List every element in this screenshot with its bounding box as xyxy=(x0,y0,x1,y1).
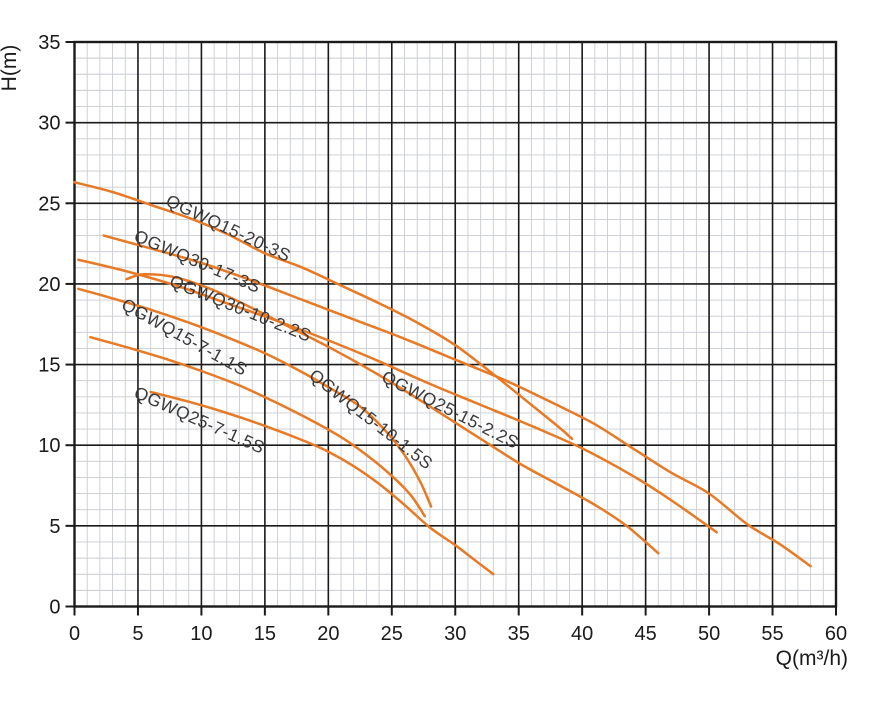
y-tick-label: 20 xyxy=(38,274,60,296)
x-tick-label: 40 xyxy=(571,623,593,645)
y-tick-label: 10 xyxy=(38,435,60,457)
curve-QGWQ15-20-3S xyxy=(73,181,574,441)
x-axis-label: Q(m³/h) xyxy=(776,647,848,670)
x-tick-label: 30 xyxy=(444,623,466,645)
x-tick-label: 20 xyxy=(317,623,339,645)
x-tick-label: 45 xyxy=(635,623,657,645)
y-tick-label: 15 xyxy=(38,355,60,377)
x-tick-label: 0 xyxy=(69,623,80,645)
y-tick-label: 30 xyxy=(38,113,60,135)
y-tick-label: 25 xyxy=(38,193,60,215)
x-tick-label: 55 xyxy=(761,623,783,645)
curve-QGWQ30-10-2.2S xyxy=(77,258,718,534)
x-tick-label: 35 xyxy=(508,623,530,645)
x-tick-label: 50 xyxy=(698,623,720,645)
curve-QGWQ15-10-1.5S xyxy=(149,390,495,576)
y-axis-label: H(m) xyxy=(0,45,21,92)
x-tick-label: 25 xyxy=(381,623,403,645)
curve-QGWQ15-7-1.1S xyxy=(77,287,433,508)
y-tick-label: 35 xyxy=(38,32,60,54)
curve-QGWQ25-7-1.5S xyxy=(89,335,427,518)
x-tick-label: 15 xyxy=(254,623,276,645)
x-tick-label: 5 xyxy=(132,623,143,645)
axis-ticks xyxy=(65,41,837,616)
curve-QGWQ30-17-3S xyxy=(102,234,812,568)
y-tick-label: 5 xyxy=(49,516,60,538)
x-tick-label: 10 xyxy=(190,623,212,645)
curve-QGWQ25-15-2.2S xyxy=(125,272,660,555)
y-tick-label: 0 xyxy=(49,597,60,619)
x-tick-label: 60 xyxy=(825,623,847,645)
